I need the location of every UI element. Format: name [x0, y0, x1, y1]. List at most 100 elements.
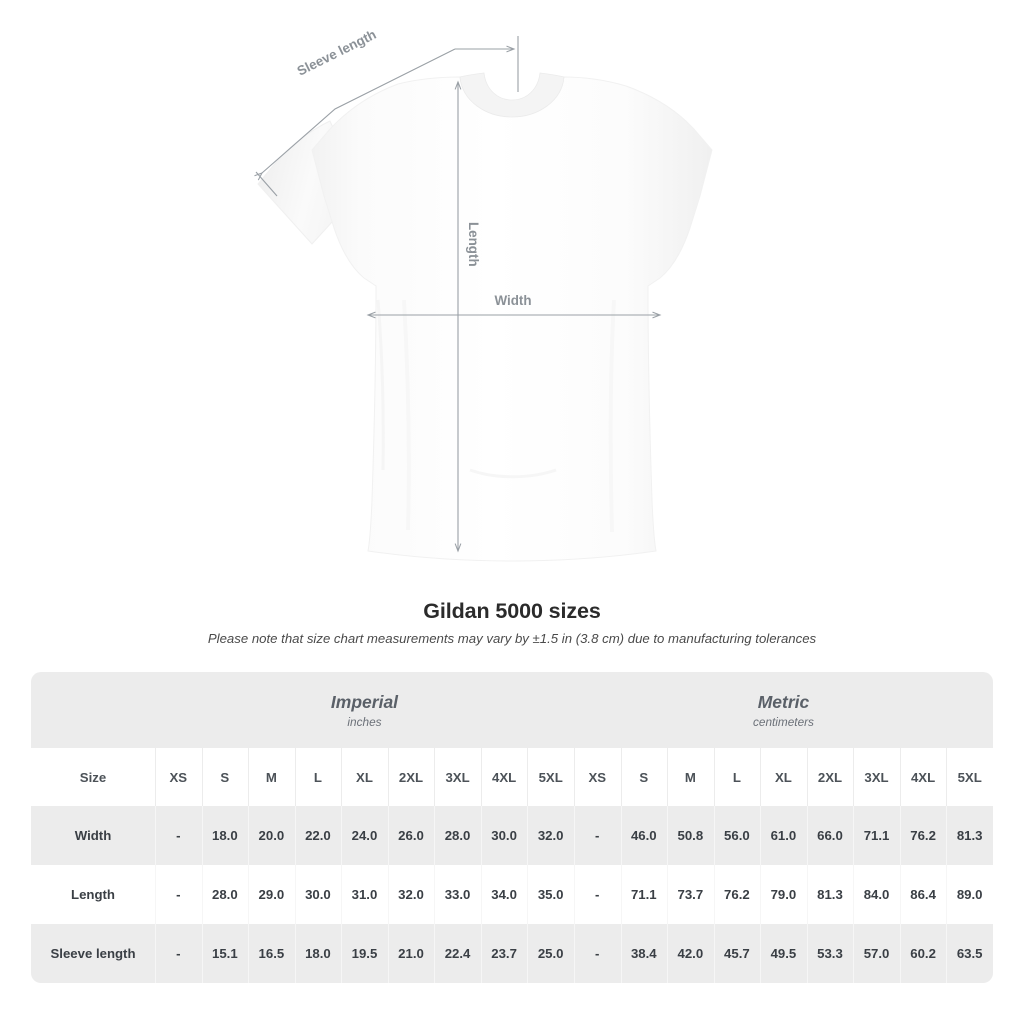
- size-header-metric-l: L: [713, 748, 761, 806]
- cell-length-metric-3: 76.2: [713, 865, 761, 924]
- unit-group-metric: Metric centimeters: [573, 672, 993, 748]
- size-header-imperial-m: M: [248, 748, 295, 806]
- cell-length-metric-4: 79.0: [760, 865, 807, 924]
- cell-sleeve-length-metric-3: 45.7: [713, 924, 761, 983]
- cell-length-metric-5: 81.3: [806, 865, 854, 924]
- tshirt-illustration: Sleeve length Length Width: [254, 27, 713, 562]
- size-chart-table: Imperial inches Metric centimeters Size XS S M L…: [31, 672, 993, 983]
- page-title: Gildan 5000 sizes: [423, 599, 601, 623]
- shirt-body: [257, 72, 713, 562]
- cell-length-imperial-4: 31.0: [341, 865, 388, 924]
- cell-width-metric-4: 61.0: [760, 806, 807, 865]
- size-header-metric-3xl: 3XL: [853, 748, 900, 806]
- sleeve-length-label: Sleeve length: [295, 27, 379, 79]
- cell-sleeve-length-metric-6: 57.0: [853, 924, 900, 983]
- cell-width-metric-5: 66.0: [806, 806, 854, 865]
- unit-group-sub: inches: [347, 714, 382, 729]
- row-label-width: Width: [31, 806, 155, 865]
- cell-width-imperial-3: 22.0: [294, 806, 342, 865]
- unit-row-spacer: [31, 672, 155, 748]
- cell-length-imperial-0: -: [155, 865, 202, 924]
- size-header-metric-xs: XS: [573, 748, 621, 806]
- size-header-imperial-2xl: 2XL: [387, 748, 435, 806]
- size-header-imperial-3xl: 3XL: [434, 748, 481, 806]
- size-header-metric-m: M: [667, 748, 714, 806]
- cell-length-metric-1: 71.1: [620, 865, 668, 924]
- cell-length-imperial-1: 28.0: [201, 865, 249, 924]
- cell-length-imperial-7: 34.0: [480, 865, 528, 924]
- cell-sleeve-length-metric-8: 63.5: [946, 924, 993, 983]
- cell-length-imperial-3: 30.0: [294, 865, 342, 924]
- cell-length-imperial-6: 33.0: [434, 865, 481, 924]
- size-header-metric-xl: XL: [760, 748, 807, 806]
- cell-sleeve-length-imperial-0: -: [155, 924, 202, 983]
- size-header-imperial-xl: XL: [341, 748, 388, 806]
- cell-width-metric-7: 76.2: [899, 806, 947, 865]
- size-header-metric-2xl: 2XL: [806, 748, 854, 806]
- cell-sleeve-length-metric-7: 60.2: [899, 924, 947, 983]
- unit-group-sub: centimeters: [752, 714, 814, 729]
- cell-sleeve-length-metric-5: 53.3: [806, 924, 854, 983]
- cell-width-metric-6: 71.1: [853, 806, 900, 865]
- length-label: Length: [466, 222, 481, 267]
- width-label: Width: [494, 293, 531, 308]
- cell-width-metric-1: 46.0: [620, 806, 668, 865]
- size-header-metric-5xl: 5XL: [946, 748, 993, 806]
- cell-length-metric-7: 86.4: [899, 865, 947, 924]
- size-header-label: Size: [31, 748, 155, 806]
- cell-sleeve-length-imperial-3: 18.0: [294, 924, 342, 983]
- size-header-imperial-l: L: [294, 748, 342, 806]
- cell-width-imperial-4: 24.0: [341, 806, 388, 865]
- table-row: Length -28.0 29.0 30.0 31.0 32.0 33.0 34.0 35.0-…: [31, 865, 993, 924]
- cell-length-imperial-5: 32.0: [387, 865, 435, 924]
- cell-sleeve-length-metric-1: 38.4: [620, 924, 668, 983]
- sleeve-length-measure: [254, 36, 519, 197]
- cell-sleeve-length-imperial-8: 25.0: [527, 924, 574, 983]
- table-row: Width -18.0 20.0 22.0 24.0 26.0 28.0 30.0 32.0-4…: [31, 806, 993, 865]
- size-header-metric-4xl: 4XL: [899, 748, 947, 806]
- cell-sleeve-length-imperial-7: 23.7: [480, 924, 528, 983]
- cell-width-metric-0: -: [573, 806, 621, 865]
- unit-group-imperial: Imperial inches: [155, 672, 574, 748]
- cell-width-imperial-7: 30.0: [480, 806, 528, 865]
- cell-width-imperial-2: 20.0: [248, 806, 295, 865]
- cell-sleeve-length-imperial-5: 21.0: [387, 924, 435, 983]
- cell-sleeve-length-metric-4: 49.5: [760, 924, 807, 983]
- cell-sleeve-length-metric-2: 42.0: [667, 924, 714, 983]
- size-chart-table-wrapper: Imperial inches Metric centimeters Size XS S M L…: [31, 672, 993, 983]
- cell-width-imperial-1: 18.0: [201, 806, 249, 865]
- cell-length-imperial-2: 29.0: [248, 865, 295, 924]
- cell-length-imperial-8: 35.0: [527, 865, 574, 924]
- cell-width-imperial-8: 32.0: [527, 806, 574, 865]
- size-header-imperial-4xl: 4XL: [480, 748, 528, 806]
- cell-length-metric-8: 89.0: [946, 865, 993, 924]
- title-block: Gildan 5000 sizes Please note that size …: [0, 597, 1024, 648]
- cell-sleeve-length-imperial-2: 16.5: [248, 924, 295, 983]
- cell-width-metric-3: 56.0: [713, 806, 761, 865]
- cell-sleeve-length-metric-0: -: [573, 924, 621, 983]
- tshirt-diagram: Sleeve length Length Width: [254, 27, 713, 562]
- unit-group-row: Imperial inches Metric centimeters: [31, 672, 993, 748]
- size-header-imperial-s: S: [201, 748, 249, 806]
- tolerance-note: Please note that size chart measurements…: [207, 631, 817, 646]
- row-label-length: Length: [31, 865, 155, 924]
- size-header-imperial-5xl: 5XL: [527, 748, 574, 806]
- cell-sleeve-length-imperial-4: 19.5: [341, 924, 388, 983]
- cell-width-imperial-5: 26.0: [387, 806, 435, 865]
- row-label-sleeve-length: Sleeve length: [31, 924, 155, 983]
- unit-group-name: Imperial: [330, 691, 399, 712]
- cell-width-imperial-6: 28.0: [434, 806, 481, 865]
- unit-group-name: Metric: [757, 691, 810, 712]
- cell-width-imperial-0: -: [155, 806, 202, 865]
- table-row: Sleeve length -15.1 16.5 18.0 19.5 21.0 22.4 23…: [31, 924, 993, 983]
- cell-length-metric-0: -: [573, 865, 621, 924]
- cell-sleeve-length-imperial-1: 15.1: [201, 924, 249, 983]
- cell-length-metric-6: 84.0: [853, 865, 900, 924]
- cell-width-metric-8: 81.3: [946, 806, 993, 865]
- cell-sleeve-length-imperial-6: 22.4: [434, 924, 481, 983]
- size-header-row: Size XS S M L XL 2XL 3XL 4XL 5XL XS S M L XL 2XL 3XL 4XL 5…: [31, 748, 993, 806]
- size-header-imperial-xs: XS: [155, 748, 202, 806]
- cell-width-metric-2: 50.8: [667, 806, 714, 865]
- cell-length-metric-2: 73.7: [667, 865, 714, 924]
- size-header-metric-s: S: [620, 748, 668, 806]
